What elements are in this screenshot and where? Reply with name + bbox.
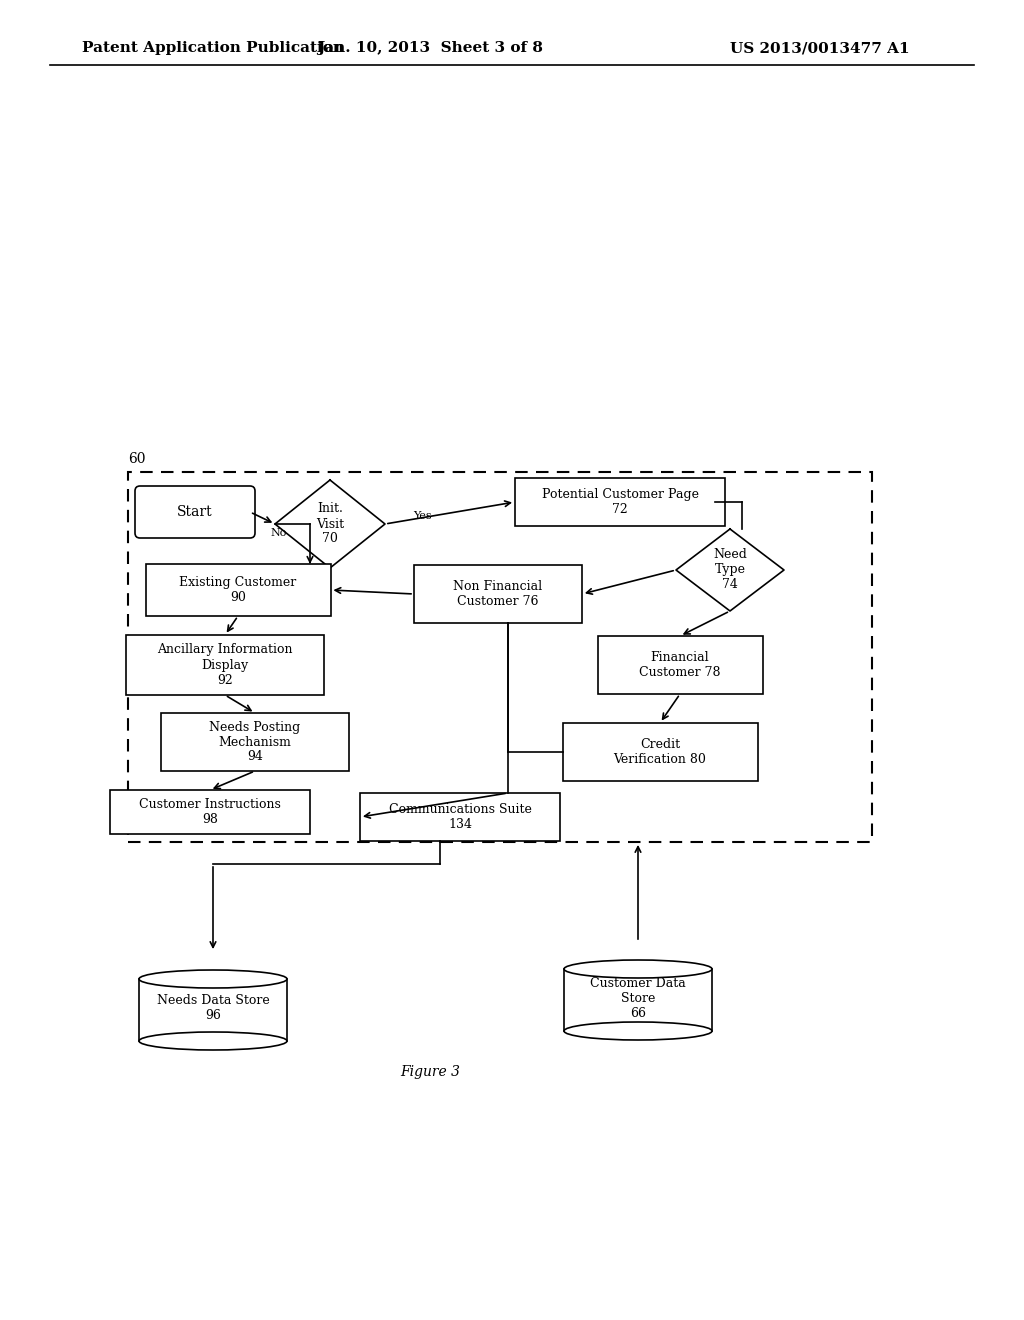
Polygon shape <box>676 529 784 611</box>
Bar <box>360 793 560 841</box>
Bar <box>161 713 349 771</box>
Text: Need
Type
74: Need Type 74 <box>713 549 746 591</box>
Ellipse shape <box>564 960 712 978</box>
Text: Yes: Yes <box>413 511 432 521</box>
Polygon shape <box>275 480 385 568</box>
Text: Jan. 10, 2013  Sheet 3 of 8: Jan. 10, 2013 Sheet 3 of 8 <box>317 41 543 55</box>
Bar <box>597 636 763 694</box>
Ellipse shape <box>139 970 287 987</box>
Bar <box>562 723 758 781</box>
Bar <box>110 789 310 834</box>
Text: No: No <box>270 528 287 539</box>
Text: Needs Posting
Mechanism
94: Needs Posting Mechanism 94 <box>209 721 301 763</box>
Bar <box>564 969 712 1031</box>
Text: Credit
Verification 80: Credit Verification 80 <box>613 738 707 766</box>
Text: Ancillary Information
Display
92: Ancillary Information Display 92 <box>158 644 293 686</box>
Bar <box>126 635 324 696</box>
Text: Financial
Customer 78: Financial Customer 78 <box>639 651 721 678</box>
Bar <box>128 473 872 842</box>
Text: Init.
Visit
70: Init. Visit 70 <box>316 503 344 545</box>
Bar <box>515 478 725 525</box>
Text: Non Financial
Customer 76: Non Financial Customer 76 <box>454 579 543 609</box>
Text: Customer Data
Store
66: Customer Data Store 66 <box>590 977 686 1019</box>
Bar <box>414 565 582 623</box>
Ellipse shape <box>139 1032 287 1049</box>
FancyBboxPatch shape <box>135 486 255 539</box>
Text: Start: Start <box>177 506 213 519</box>
Bar <box>145 564 331 616</box>
Text: Existing Customer
90: Existing Customer 90 <box>179 576 297 605</box>
Text: Customer Instructions
98: Customer Instructions 98 <box>139 799 281 826</box>
Text: 60: 60 <box>128 451 145 466</box>
Ellipse shape <box>564 1022 712 1040</box>
Text: Figure 3: Figure 3 <box>400 1065 460 1078</box>
Text: US 2013/0013477 A1: US 2013/0013477 A1 <box>730 41 909 55</box>
Text: Needs Data Store
96: Needs Data Store 96 <box>157 994 269 1022</box>
Text: Potential Customer Page
72: Potential Customer Page 72 <box>542 488 698 516</box>
Bar <box>139 979 287 1041</box>
Text: Communications Suite
134: Communications Suite 134 <box>388 803 531 832</box>
Text: Patent Application Publication: Patent Application Publication <box>82 41 344 55</box>
